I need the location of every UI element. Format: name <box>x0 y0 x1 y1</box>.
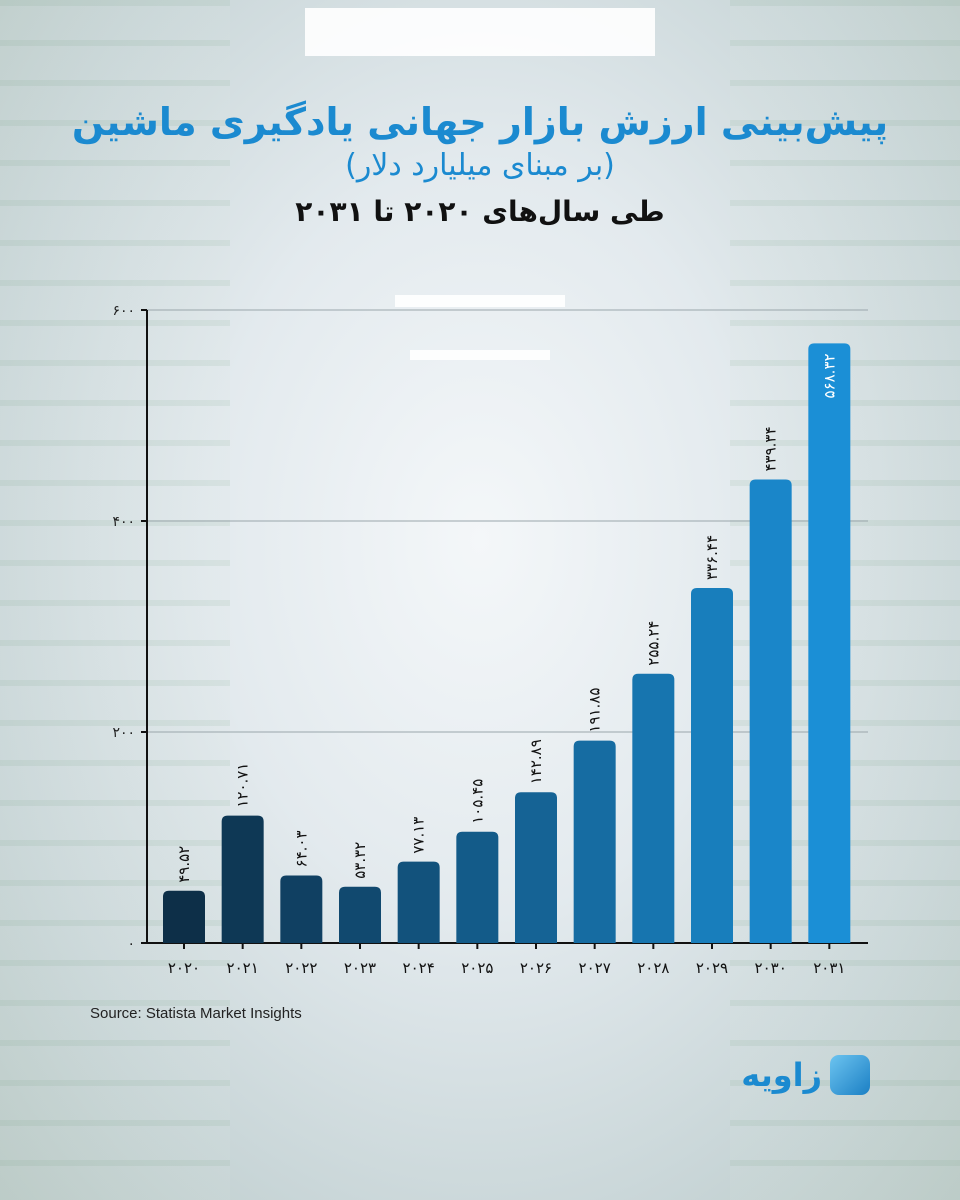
ceiling-light <box>305 8 655 56</box>
data-label: ۴۹.۵۲ <box>175 846 193 883</box>
source-note: Source: Statista Market Insights <box>90 1005 302 1022</box>
x-tick-label: ۲۰۲۸ <box>637 959 669 977</box>
logo-icon <box>830 1055 870 1095</box>
bar <box>573 740 616 943</box>
data-label: ۱۹۱.۸۵ <box>586 688 604 733</box>
bar <box>339 886 381 943</box>
x-tick-label: ۲۰۲۶ <box>520 959 552 977</box>
ceiling-light <box>410 350 550 360</box>
data-label: ۳۳۶.۴۴ <box>703 535 721 580</box>
x-tick-label: ۲۰۲۳ <box>344 959 376 977</box>
chart-title: پیش‌بینی ارزش بازار جهانی یادگیری ماشین <box>71 100 889 144</box>
bar <box>632 673 675 943</box>
x-tick-label: ۲۰۲۴ <box>403 959 435 977</box>
y-tick-label: ۰ <box>127 936 135 952</box>
bar <box>163 890 205 943</box>
chart-subtitle: (بر مبنای میلیارد دلار) <box>345 148 615 183</box>
data-label: ۶۴.۰۳ <box>292 830 310 867</box>
logo-text: زاویه <box>741 1056 822 1094</box>
bar <box>749 479 792 943</box>
bar <box>456 831 499 943</box>
data-label: ۱۰۵.۴۵ <box>468 779 486 824</box>
data-label: ۵۳.۳۲ <box>351 842 369 879</box>
bar <box>221 815 264 943</box>
bar <box>515 792 557 943</box>
data-label: ۷۷.۱۳ <box>410 817 428 854</box>
bar <box>808 343 851 944</box>
bar <box>691 588 733 943</box>
data-label: ۱۴۲.۸۹ <box>527 739 545 784</box>
chart-title-block: پیش‌بینی ارزش بازار جهانی یادگیری ماشین … <box>0 100 960 228</box>
data-label: ۲۵۵.۲۴ <box>644 621 662 666</box>
bar <box>397 861 440 943</box>
y-tick-label: ۴۰۰ <box>112 514 135 530</box>
background-servers-left <box>0 0 230 1200</box>
y-tick-label: ۲۰۰ <box>112 725 135 741</box>
x-tick-label: ۲۰۲۰ <box>168 959 200 977</box>
data-label: ۵۶۸.۳۲ <box>820 353 838 398</box>
y-tick-label: ۶۰۰ <box>112 303 135 319</box>
brand-logo: زاویه <box>741 1055 870 1095</box>
x-tick-label: ۲۰۲۹ <box>696 959 728 977</box>
x-tick-label: ۲۰۲۱ <box>227 959 259 977</box>
x-tick-label: ۲۰۲۷ <box>579 959 611 977</box>
ceiling-light <box>395 295 565 307</box>
data-label: ۱۲۰.۷۱ <box>234 763 252 808</box>
bar <box>280 875 323 943</box>
data-label: ۴۳۹.۳۴ <box>762 426 780 471</box>
x-tick-label: ۲۰۲۲ <box>285 959 317 977</box>
x-tick-label: ۲۰۳۱ <box>813 959 845 977</box>
x-tick-label: ۲۰۳۰ <box>755 959 787 977</box>
chart-period: طی سال‌های ۲۰۲۰ تا ۲۰۳۱ <box>295 195 665 228</box>
x-tick-label: ۲۰۲۵ <box>461 959 493 977</box>
